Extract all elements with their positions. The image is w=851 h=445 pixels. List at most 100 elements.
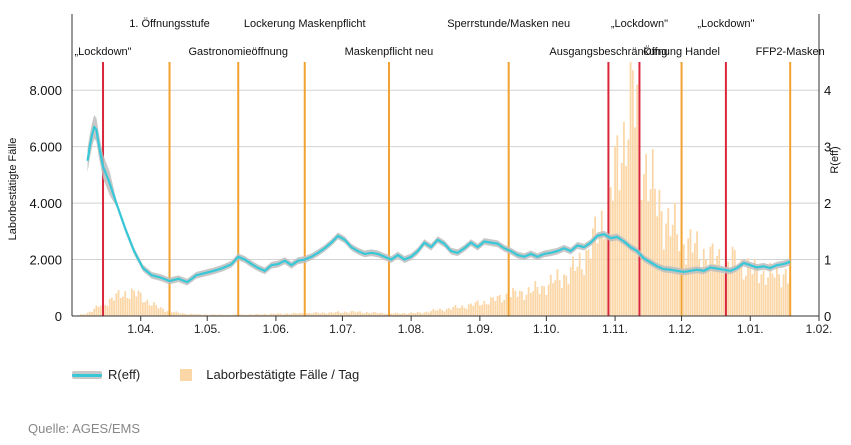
case-bar	[760, 274, 763, 316]
case-bar	[441, 309, 444, 316]
case-bar	[536, 287, 539, 316]
case-bar	[337, 311, 339, 316]
case-bar	[317, 312, 319, 316]
case-bar	[177, 312, 180, 316]
case-bar	[623, 122, 625, 316]
case-bar	[277, 313, 280, 316]
case-bar	[618, 190, 621, 316]
case-bar	[516, 296, 519, 316]
case-bar	[603, 238, 605, 316]
event-lines	[102, 62, 792, 316]
case-bar	[115, 293, 118, 316]
case-bar	[749, 268, 752, 316]
case-bar	[521, 291, 523, 316]
case-bar	[614, 146, 616, 316]
case-bar	[636, 84, 639, 316]
case-bar	[534, 281, 537, 316]
case-bar	[408, 313, 410, 316]
case-bar	[310, 313, 313, 316]
case-bar	[82, 314, 84, 316]
case-bar	[447, 308, 450, 316]
case-bar	[432, 309, 435, 316]
x-tick-label: 1.12.	[668, 322, 695, 336]
case-bar	[478, 305, 481, 316]
case-bar	[658, 189, 661, 316]
case-bar	[419, 312, 421, 316]
case-bar	[228, 314, 231, 316]
case-bar	[250, 314, 253, 316]
case-bar	[727, 261, 730, 316]
case-bar	[589, 258, 592, 316]
event-label: Lockerung Maskenpflicht	[244, 18, 366, 30]
x-tick-label: 1.04.	[127, 322, 154, 336]
case-bar	[474, 302, 477, 316]
case-bar	[122, 296, 124, 316]
case-bar	[494, 300, 497, 316]
case-bar	[722, 273, 725, 316]
case-bar	[292, 312, 295, 316]
case-bar	[547, 284, 550, 316]
case-bar	[554, 280, 557, 316]
case-bar	[263, 314, 266, 316]
x-tick-label: 1.05.	[194, 322, 221, 336]
case-bar	[383, 314, 386, 316]
case-bar	[350, 311, 353, 316]
case-bar	[221, 314, 224, 316]
case-bar	[771, 273, 774, 316]
case-bar	[93, 308, 96, 316]
case-bar	[425, 311, 428, 316]
case-bar	[268, 314, 271, 316]
case-bar	[370, 313, 373, 316]
grid-layer	[72, 89, 819, 261]
case-bar	[682, 244, 685, 316]
case-bar	[580, 269, 583, 316]
case-bar	[332, 312, 335, 316]
case-bar	[339, 312, 342, 316]
case-bar	[299, 312, 302, 316]
case-bar	[219, 314, 222, 316]
case-bar	[764, 284, 767, 316]
right-tick-label: 0	[824, 309, 831, 324]
case-bar	[186, 314, 189, 316]
event-label: Gastronomieöffnung	[189, 46, 288, 58]
case-bar	[616, 135, 619, 316]
case-bar	[600, 210, 603, 316]
case-bar	[128, 298, 131, 316]
case-bar	[762, 270, 765, 316]
event-label: Öffnung Handel	[643, 46, 720, 58]
case-bar	[334, 312, 337, 316]
case-bar	[86, 312, 89, 316]
event-label: Sperrstunde/Masken neu	[447, 18, 570, 30]
case-bar	[361, 313, 364, 316]
case-bar	[565, 275, 568, 316]
case-bar	[747, 258, 749, 316]
left-tick-label: 2.000	[29, 253, 62, 268]
case-bar	[529, 293, 532, 316]
right-tick-label: 2	[824, 196, 831, 211]
case-bar	[454, 305, 457, 316]
case-bar	[379, 312, 381, 316]
x-tick-label: 1.07.	[329, 322, 356, 336]
case-bar	[567, 284, 570, 316]
case-bar	[323, 313, 326, 316]
case-bar	[235, 314, 237, 316]
case-bar	[436, 310, 439, 316]
case-bar	[306, 313, 308, 316]
case-bar	[314, 311, 317, 316]
case-bar	[784, 269, 787, 316]
case-bar	[290, 313, 293, 316]
case-bar	[523, 300, 526, 316]
case-bar	[662, 249, 665, 316]
case-bar	[691, 252, 694, 316]
case-bar	[166, 311, 169, 316]
case-bar	[199, 314, 202, 316]
case-bar	[126, 297, 129, 316]
case-bar	[341, 312, 344, 316]
case-bar	[137, 290, 140, 316]
case-bar	[142, 302, 144, 316]
case-bar	[297, 313, 299, 316]
case-bar	[627, 139, 630, 316]
case-bar	[159, 307, 162, 316]
case-bar	[476, 300, 479, 316]
case-bar	[345, 312, 348, 316]
